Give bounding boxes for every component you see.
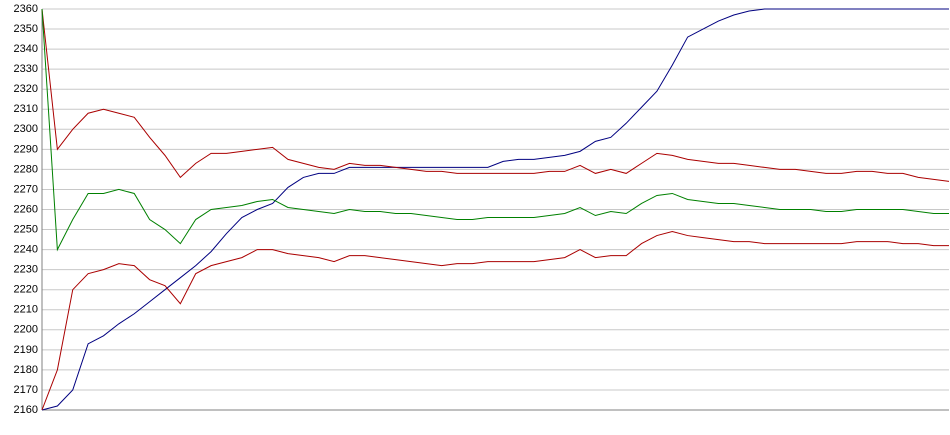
y-tick-label: 2300 [14, 123, 38, 135]
y-tick-label: 2220 [14, 284, 38, 296]
y-tick-label: 2340 [14, 43, 38, 55]
y-tick-label: 2270 [14, 183, 38, 195]
y-tick-label: 2190 [14, 344, 38, 356]
y-tick-label: 2240 [14, 244, 38, 256]
y-tick-label: 2280 [14, 163, 38, 175]
y-tick-label: 2180 [14, 364, 38, 376]
y-tick-label: 2320 [14, 83, 38, 95]
series-line [41, 8, 949, 252]
series-line [41, 8, 949, 411]
y-tick-label: 2230 [14, 264, 38, 276]
series-line [41, 8, 950, 182]
y-tick-label: 2360 [14, 3, 38, 15]
series-line [41, 231, 949, 411]
y-tick-label: 2250 [14, 223, 38, 235]
y-tick-label: 2170 [14, 384, 38, 396]
y-tick-label: 2310 [14, 103, 38, 115]
y-tick-label: 2210 [14, 304, 38, 316]
y-tick-label: 2350 [14, 23, 38, 35]
y-tick-label: 2200 [14, 324, 38, 336]
y-tick-label: 2160 [14, 404, 38, 416]
y-tick-label: 2330 [14, 63, 38, 75]
y-tick-label: 2260 [14, 203, 38, 215]
y-tick-label: 2290 [14, 143, 38, 155]
